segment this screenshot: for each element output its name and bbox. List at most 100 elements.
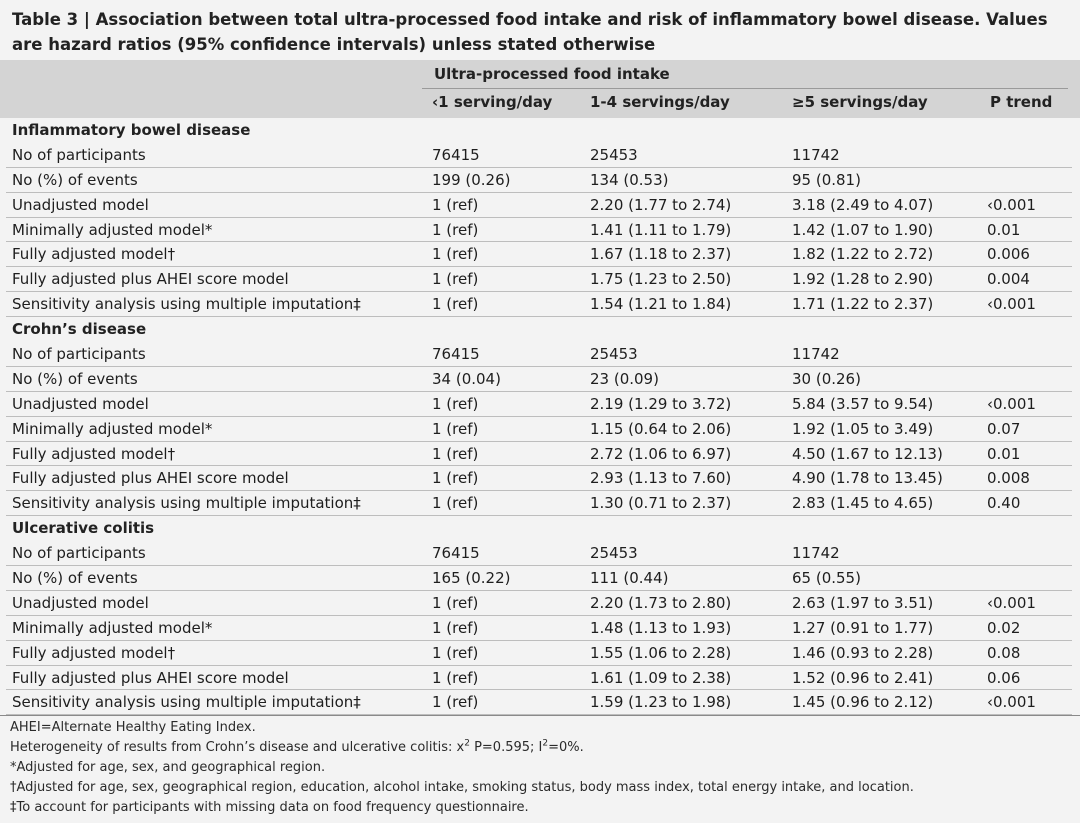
value-1to4: 25453	[590, 345, 638, 364]
i-squared-superscript: 2	[542, 738, 549, 749]
table-row: Unadjusted model 1 (ref) 2.20 (1.73 to 2.8…	[0, 591, 1080, 616]
value-lt1: 1 (ref)	[432, 444, 479, 463]
table-title: Table 3 | Association between total ultr…	[12, 10, 1048, 54]
value-lt1: 1 (ref)	[432, 494, 479, 513]
table-row: Fully adjusted plus AHEI score model 1 (r…	[0, 666, 1080, 691]
value-ge5: 95 (0.81)	[792, 170, 861, 189]
value-1to4: 1.30 (0.71 to 2.37)	[590, 494, 732, 513]
column-header-lt1: ‹1 serving/day	[432, 93, 553, 111]
p-trend: ‹0.001	[987, 593, 1036, 612]
value-lt1: 76415	[432, 345, 480, 364]
column-header-1to4: 1-4 servings/day	[590, 93, 730, 111]
value-ge5: 2.63 (1.97 to 3.51)	[792, 593, 934, 612]
p-trend: ‹0.001	[987, 693, 1036, 712]
p-trend: ‹0.001	[987, 394, 1036, 413]
value-lt1: 76415	[432, 145, 480, 164]
column-header-ge5: ≥5 servings/day	[792, 93, 928, 111]
section-heading: Ulcerative colitis	[0, 516, 1080, 541]
table-row: Fully adjusted plus AHEI score model 1 (r…	[0, 267, 1080, 293]
table-row: No of participants 76415 25453 11742	[0, 342, 1080, 367]
footnote-heterogeneity-text: Heterogeneity of results from Crohn’s di…	[10, 740, 465, 755]
p-trend: 0.08	[987, 643, 1021, 662]
value-ge5: 1.27 (0.91 to 1.77)	[792, 618, 934, 637]
section-heading: Crohn’s disease	[0, 317, 1080, 342]
p-trend: 0.02	[987, 618, 1021, 637]
row-label: Minimally adjusted model*	[12, 419, 213, 438]
value-ge5: 1.42 (1.07 to 1.90)	[792, 220, 934, 239]
row-label: Sensitivity analysis using multiple impu…	[12, 295, 361, 314]
row-label: No of participants	[12, 345, 146, 364]
value-lt1: 1 (ref)	[432, 593, 479, 612]
column-group-header: Ultra-processed food intake	[434, 65, 670, 83]
row-label: No (%) of events	[12, 569, 138, 588]
table-row: Fully adjusted plus AHEI score model 1 (r…	[0, 466, 1080, 492]
value-ge5: 1.92 (1.28 to 2.90)	[792, 270, 934, 289]
value-lt1: 1 (ref)	[432, 220, 479, 239]
row-label: Fully adjusted plus AHEI score model	[12, 469, 289, 488]
table-row: Minimally adjusted model* 1 (ref) 1.15 (0.…	[0, 417, 1080, 442]
p-trend: 0.01	[987, 444, 1021, 463]
value-1to4: 1.55 (1.06 to 2.28)	[590, 643, 732, 662]
table-row: Fully adjusted model† 1 (ref) 1.55 (1.06 t…	[0, 641, 1080, 666]
value-lt1: 1 (ref)	[432, 195, 479, 214]
value-ge5: 1.46 (0.93 to 2.28)	[792, 643, 934, 662]
section-title: Crohn’s disease	[12, 320, 147, 339]
value-lt1: 165 (0.22)	[432, 569, 511, 588]
row-label: Fully adjusted plus AHEI score model	[12, 270, 289, 289]
value-ge5: 5.84 (3.57 to 9.54)	[792, 394, 934, 413]
value-1to4: 1.48 (1.13 to 1.93)	[590, 618, 732, 637]
value-1to4: 1.54 (1.21 to 1.84)	[590, 295, 732, 314]
table-bottom-rule	[0, 715, 1080, 716]
table-row: No (%) of events 199 (0.26) 134 (0.53) 95 (…	[0, 168, 1080, 193]
p-trend: 0.40	[987, 494, 1021, 513]
value-lt1: 1 (ref)	[432, 469, 479, 488]
value-1to4: 2.20 (1.77 to 2.74)	[590, 195, 732, 214]
row-label: Minimally adjusted model*	[12, 220, 213, 239]
value-lt1: 1 (ref)	[432, 270, 479, 289]
value-1to4: 1.59 (1.23 to 1.98)	[590, 693, 732, 712]
value-ge5: 2.83 (1.45 to 4.65)	[792, 494, 934, 513]
chi-squared-superscript: 2	[464, 738, 470, 749]
row-label: Sensitivity analysis using multiple impu…	[12, 693, 361, 712]
p-trend: 0.07	[987, 419, 1021, 438]
value-1to4: 2.72 (1.06 to 6.97)	[590, 444, 732, 463]
value-1to4: 1.15 (0.64 to 2.06)	[590, 419, 732, 438]
table-row: Sensitivity analysis using multiple impu…	[0, 690, 1080, 716]
value-1to4: 1.41 (1.11 to 1.79)	[590, 220, 732, 239]
value-1to4: 2.19 (1.29 to 3.72)	[590, 394, 732, 413]
value-lt1: 76415	[432, 544, 480, 563]
table-row: No of participants 76415 25453 11742	[0, 143, 1080, 168]
section-title: Inflammatory bowel disease	[12, 121, 251, 139]
value-1to4: 1.75 (1.23 to 2.50)	[590, 270, 732, 289]
value-ge5: 1.52 (0.96 to 2.41)	[792, 668, 934, 687]
row-label: Unadjusted model	[12, 195, 149, 214]
value-ge5: 30 (0.26)	[792, 369, 861, 388]
value-ge5: 4.50 (1.67 to 12.13)	[792, 444, 943, 463]
value-ge5: 1.71 (1.22 to 2.37)	[792, 295, 934, 314]
table-row: Unadjusted model 1 (ref) 2.19 (1.29 to 3.7…	[0, 392, 1080, 417]
value-1to4: 23 (0.09)	[590, 369, 659, 388]
table-row: Minimally adjusted model* 1 (ref) 1.41 (1.…	[0, 218, 1080, 243]
p-trend: 0.01	[987, 220, 1021, 239]
p-trend: 0.004	[987, 270, 1030, 289]
table-row: Fully adjusted model† 1 (ref) 1.67 (1.18 t…	[0, 242, 1080, 268]
p-trend: ‹0.001	[987, 195, 1036, 214]
row-label: Sensitivity analysis using multiple impu…	[12, 494, 361, 513]
footnote-imputation: ‡To account for participants with missin…	[10, 800, 529, 815]
p-trend: 0.006	[987, 245, 1030, 264]
value-1to4: 2.20 (1.73 to 2.80)	[590, 593, 732, 612]
p-trend: 0.008	[987, 469, 1030, 488]
footnote-heterogeneity: Heterogeneity of results from Crohn’s di…	[10, 738, 1070, 758]
row-label: No of participants	[12, 145, 146, 164]
value-ge5: 65 (0.55)	[792, 569, 861, 588]
row-label: Fully adjusted model†	[12, 245, 176, 264]
value-1to4: 134 (0.53)	[590, 170, 669, 189]
value-lt1: 34 (0.04)	[432, 369, 501, 388]
value-ge5: 11742	[792, 544, 840, 563]
table-row: Sensitivity analysis using multiple impu…	[0, 292, 1080, 318]
column-header-p-trend: P trend	[990, 93, 1053, 111]
value-ge5: 3.18 (2.49 to 4.07)	[792, 195, 934, 214]
value-1to4: 1.67 (1.18 to 2.37)	[590, 245, 732, 264]
header-divider	[422, 88, 1068, 89]
